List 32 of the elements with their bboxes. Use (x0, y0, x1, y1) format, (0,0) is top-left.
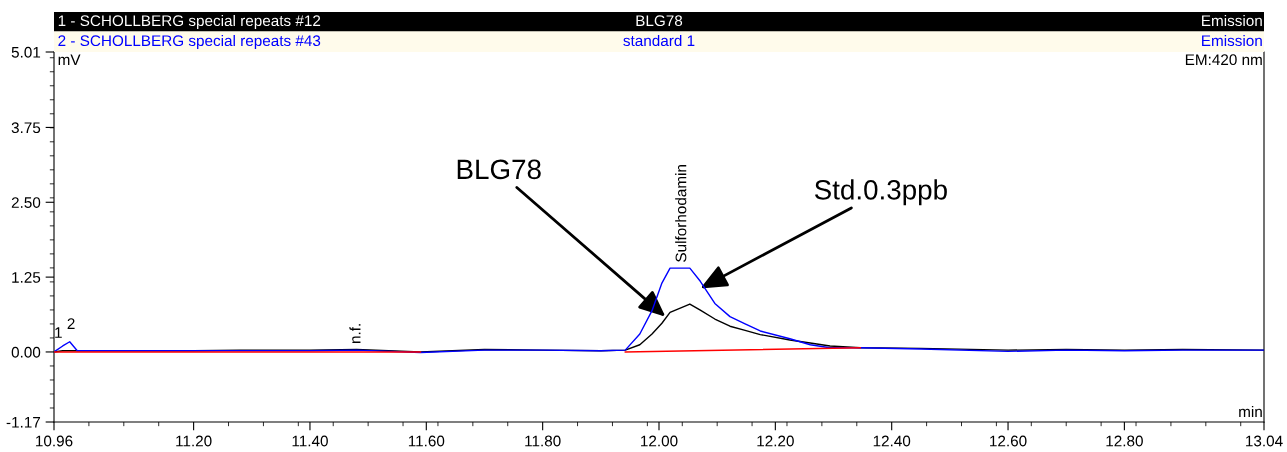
x-tick-label: 10.96 (36, 435, 73, 447)
y-tick-label: 5.01 (11, 46, 41, 58)
x-tick-label: 11.80 (525, 435, 561, 447)
annotation: EM:420 nm (1185, 54, 1262, 66)
annotation: Sulforhodamin (675, 165, 687, 262)
x-tick-label: 11.60 (408, 435, 445, 447)
chart-subtitle: standard 1 (623, 34, 695, 47)
y-tick-label: 1.25 (12, 271, 41, 283)
y-tick-label: 0.00 (11, 346, 41, 358)
x-tick-label: 11.40 (292, 435, 328, 447)
text: Emission (1202, 14, 1262, 27)
x-tick-label: 12.60 (990, 435, 1027, 447)
text: 2 - SCHOLLBERG special repeats #43 (58, 34, 321, 50)
y-tick-label: 2.50 (11, 197, 41, 208)
annotation: 2 (67, 318, 75, 329)
annotation: 1 (55, 327, 62, 338)
annotation: min (1239, 405, 1262, 417)
text: Emission (1202, 34, 1262, 47)
annotation: BLG78 (457, 159, 541, 180)
x-tick-label: 12.80 (1106, 435, 1143, 447)
annotation: Std.0.3ppb (814, 179, 947, 206)
x-tick-label: 12.40 (873, 435, 911, 447)
x-tick-label: 11.20 (176, 435, 212, 447)
annotation: n.f. (349, 324, 361, 343)
annotation: mV (58, 54, 81, 65)
x-tick-label: 12.20 (757, 435, 794, 447)
text: 1 - SCHOLLBERG special repeats #12 (58, 14, 321, 30)
x-tick-label: 12.00 (641, 435, 678, 447)
y-tick-label: 3.75 (11, 122, 41, 134)
x-tick-label: 13.04 (1246, 435, 1283, 447)
y-tick-label: -1.17 (6, 417, 41, 428)
chart-title: BLG78 (636, 15, 683, 27)
